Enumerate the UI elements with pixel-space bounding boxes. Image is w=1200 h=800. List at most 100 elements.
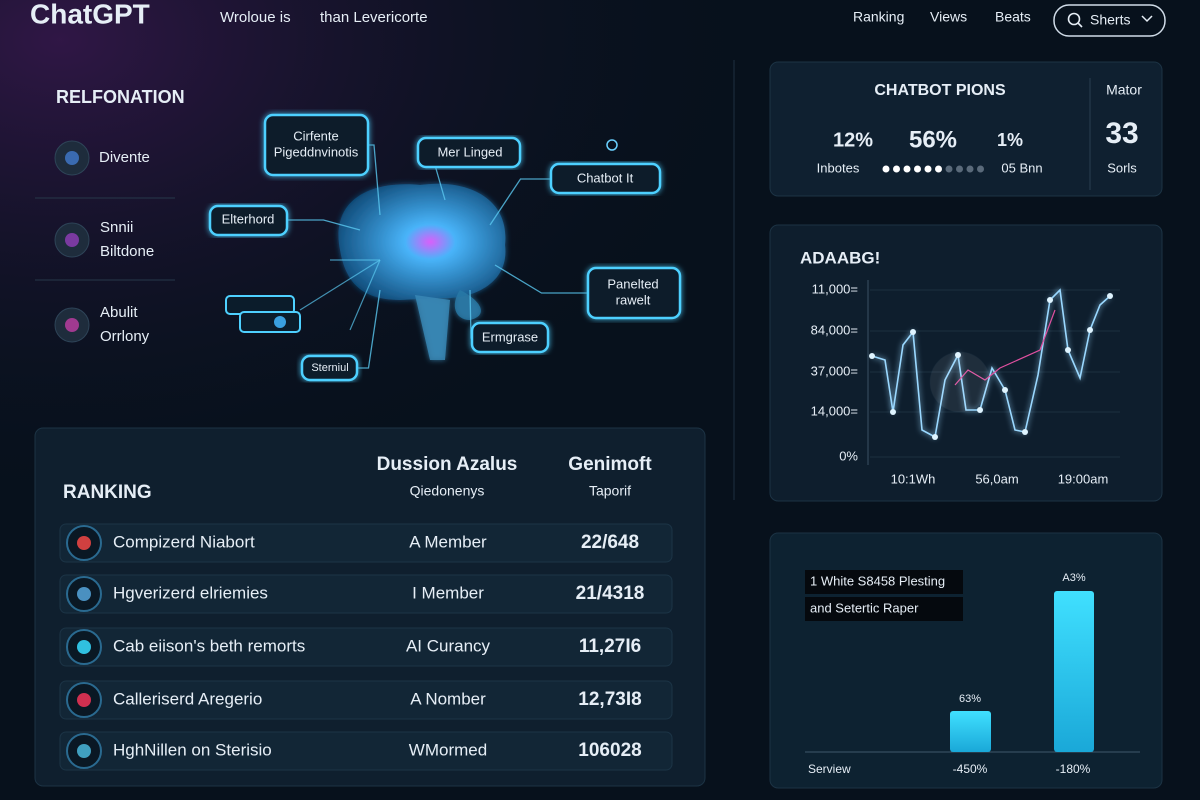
stats-panel bbox=[769, 61, 1163, 197]
nav-link[interactable]: Beats bbox=[995, 9, 1031, 25]
connector bbox=[494, 264, 588, 294]
connector bbox=[489, 178, 551, 226]
legend-box bbox=[805, 597, 963, 621]
node-label: Cirfente bbox=[293, 128, 339, 143]
nav-link[interactable]: than Levericorte bbox=[320, 9, 428, 26]
column-header: Genimoft bbox=[568, 454, 652, 475]
stat-caption: Sorls bbox=[1107, 160, 1137, 175]
connector bbox=[368, 144, 381, 216]
node-box bbox=[416, 136, 522, 169]
trace-dot bbox=[869, 353, 875, 359]
node-label: Chatbot It bbox=[577, 170, 634, 185]
sidebar-item: Abulit bbox=[100, 304, 138, 321]
node-box bbox=[300, 354, 359, 382]
ranking-row[interactable] bbox=[59, 731, 673, 771]
search-box[interactable] bbox=[1053, 4, 1166, 37]
stat-caption: Inbotes bbox=[817, 160, 860, 175]
y-axis-label: 84,000= bbox=[811, 322, 858, 337]
row-name: Calleriserd Aregerio bbox=[113, 689, 262, 708]
node-label: Elterhord bbox=[222, 211, 275, 226]
row-name: HghNillen on Sterisio bbox=[113, 740, 272, 759]
node-label: rawelt bbox=[616, 292, 651, 307]
legend-text: and Setertic Raper bbox=[810, 600, 919, 615]
x-axis-label: Serview bbox=[808, 762, 851, 776]
progress-dot bbox=[882, 165, 890, 173]
connector bbox=[349, 259, 381, 331]
highlight bbox=[930, 352, 990, 412]
sidebar-item: Orrlony bbox=[100, 328, 150, 345]
nav-link[interactable]: Wroloue is bbox=[220, 9, 291, 26]
node-box bbox=[470, 321, 550, 354]
ranking-row[interactable] bbox=[59, 627, 673, 667]
row-role: WMormed bbox=[409, 740, 487, 759]
stat-value: 33 bbox=[1105, 117, 1138, 150]
stat-value: 56% bbox=[909, 126, 957, 153]
bar-label: A3% bbox=[1062, 572, 1085, 584]
panel-title: ADAABG! bbox=[800, 248, 880, 267]
connector bbox=[357, 289, 381, 369]
y-axis-label: 0% bbox=[839, 448, 858, 463]
stat-label: Mator bbox=[1106, 82, 1142, 98]
connector bbox=[287, 219, 361, 231]
legend-box bbox=[805, 570, 963, 594]
progress-dot bbox=[935, 165, 942, 173]
ranking-row[interactable] bbox=[59, 574, 673, 614]
sidebar-icon-glyph bbox=[65, 233, 79, 247]
trace-dot bbox=[1065, 347, 1071, 353]
trace-dot bbox=[1002, 387, 1008, 393]
trace-dot bbox=[1047, 297, 1053, 303]
nav-link[interactable]: Views bbox=[930, 9, 967, 25]
node-box bbox=[239, 311, 301, 333]
nav-link[interactable]: Ranking bbox=[853, 9, 904, 25]
stat-value: 12% bbox=[833, 129, 873, 151]
progress-dot bbox=[977, 165, 984, 173]
node-box bbox=[263, 113, 370, 177]
ranking-row[interactable] bbox=[59, 680, 673, 720]
ranking-title: RANKING bbox=[63, 482, 152, 503]
node-box bbox=[586, 266, 682, 320]
row-icon-glyph bbox=[77, 536, 91, 550]
sidebar-item: Snnii bbox=[100, 219, 133, 236]
row-icon-glyph bbox=[77, 693, 91, 707]
progress-dot bbox=[956, 165, 963, 173]
search-text: Sherts bbox=[1090, 12, 1130, 28]
trace-dot bbox=[1022, 429, 1028, 435]
column-subheader: Taporif bbox=[589, 483, 631, 499]
y-axis-label: 37,000= bbox=[811, 363, 858, 378]
bar-label: 63% bbox=[959, 693, 981, 705]
trace-dot bbox=[1107, 293, 1113, 299]
x-axis-label: 56,0am bbox=[975, 471, 1018, 486]
trace-dot bbox=[1087, 327, 1093, 333]
trace bbox=[871, 288, 1111, 439]
row-name: Hgverizerd elriemies bbox=[113, 583, 268, 602]
node-box bbox=[549, 162, 662, 195]
search-icon bbox=[1077, 22, 1083, 28]
row-score: 106028 bbox=[578, 740, 641, 761]
node-label: Panelted bbox=[607, 276, 658, 291]
ranking-row[interactable] bbox=[59, 523, 673, 563]
legend-text: 1 White S8458 Plesting bbox=[810, 573, 945, 588]
sidebar-item: Biltdone bbox=[100, 243, 154, 260]
progress-dot bbox=[903, 165, 911, 173]
bar bbox=[950, 711, 991, 752]
progress-dot bbox=[893, 165, 900, 173]
row-score: 22/648 bbox=[581, 532, 639, 553]
chevron bbox=[1141, 15, 1153, 23]
row-score: 21/4318 bbox=[576, 583, 645, 604]
row-icon-glyph bbox=[77, 587, 91, 601]
x-axis-label: -450% bbox=[953, 762, 988, 776]
trace-dot bbox=[955, 352, 961, 358]
node-label: Sterniul bbox=[311, 362, 348, 374]
row-icon-glyph bbox=[77, 744, 91, 758]
stat-caption: 05 Bnn bbox=[1001, 160, 1042, 175]
trace-dot bbox=[977, 407, 983, 413]
row-role: I Member bbox=[412, 583, 484, 602]
row-score: 11,27I6 bbox=[579, 636, 641, 657]
x-axis-label: 10:1Wh bbox=[891, 471, 936, 486]
sidebar-title: RELFONATION bbox=[56, 87, 185, 107]
row-role: A Member bbox=[409, 532, 487, 551]
x-axis-label: -180% bbox=[1056, 762, 1091, 776]
node-label: Pigeddnvinotis bbox=[274, 144, 359, 159]
progress-dot bbox=[924, 165, 932, 173]
